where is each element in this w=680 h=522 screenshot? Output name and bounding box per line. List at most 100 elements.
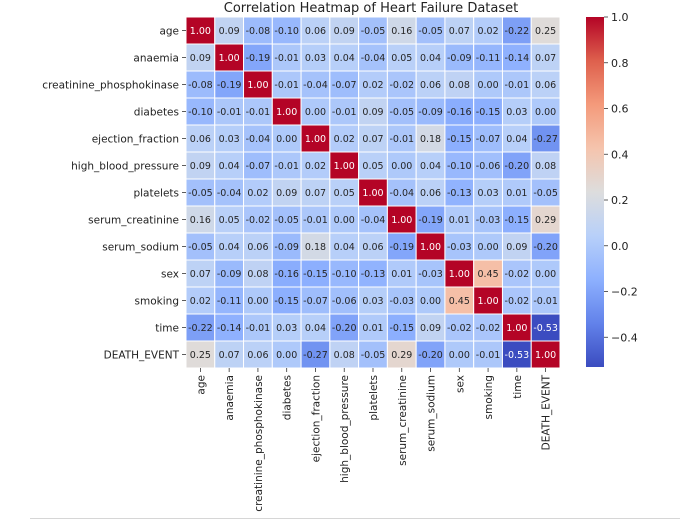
cell-value-label: -0.05: [188, 242, 213, 253]
cell-value-label: -0.01: [274, 53, 299, 64]
cell-value-label: 0.03: [276, 323, 297, 334]
cell-value-label: 0.07: [305, 188, 326, 199]
cell-value-label: 0.09: [219, 26, 240, 37]
cell-value-label: 0.16: [391, 26, 412, 37]
cell-value-label: 0.05: [219, 215, 240, 226]
cell-value-label: -0.02: [447, 323, 472, 334]
heatmap-cell: [444, 340, 475, 369]
x-tick-label: serum_creatinine: [397, 375, 409, 466]
cell-value-label: 1.00: [276, 107, 297, 118]
heatmap-cell: [415, 97, 446, 126]
cell-value-label: -0.01: [505, 80, 530, 91]
cell-value-label: 0.06: [247, 242, 268, 253]
cell-value-label: -0.01: [246, 323, 271, 334]
heatmap-cell: [530, 178, 561, 207]
cell-value-label: 0.07: [449, 26, 470, 37]
cell-value-label: -0.09: [418, 107, 443, 118]
heatmap-cell: [243, 97, 273, 126]
cell-value-label: 0.04: [305, 323, 326, 334]
heatmap-cell: [501, 259, 532, 288]
cell-value-label: -0.20: [505, 161, 530, 172]
cell-value-label: -0.15: [447, 134, 472, 145]
y-tick-label: serum_creatinine: [88, 215, 179, 227]
heatmap-cell: [329, 205, 360, 234]
heatmap-cell: [329, 43, 360, 72]
cell-value-label: -0.01: [274, 80, 299, 91]
heatmap-cell: [271, 340, 302, 369]
heatmap-cell: [415, 259, 446, 288]
heatmap-cell: [214, 286, 245, 315]
heatmap-cell: [501, 97, 532, 126]
heatmap-cell: [501, 340, 532, 369]
cell-value-label: -0.05: [274, 215, 299, 226]
cell-value-label: 1.00: [506, 323, 527, 334]
heatmap-cell: [530, 205, 561, 234]
y-tick-label: platelets: [133, 188, 179, 200]
cell-value-label: 0.00: [477, 80, 498, 91]
heatmap-cell: [271, 178, 302, 207]
heatmap-cell: [501, 124, 532, 153]
cell-value-label: -0.19: [246, 53, 271, 64]
cell-value-label: -0.07: [476, 134, 501, 145]
cell-value-label: -0.14: [505, 53, 530, 64]
x-tick-label: sex: [454, 375, 466, 393]
heatmap-cell: [501, 286, 532, 315]
cell-value-label: 0.07: [190, 269, 211, 280]
cell-value-label: -0.01: [303, 215, 328, 226]
heatmap-cell: [530, 286, 561, 315]
cell-value-label: 0.08: [247, 269, 268, 280]
heatmap-cell: [386, 16, 417, 45]
heatmap-cell: [300, 259, 331, 288]
cell-value-label: 0.00: [305, 107, 326, 118]
heatmap-cell: [358, 205, 388, 234]
heatmap-cell: [243, 178, 273, 207]
cell-value-label: -0.02: [389, 80, 414, 91]
cell-value-label: -0.04: [217, 188, 242, 199]
cell-value-label: 1.00: [334, 161, 355, 172]
cell-value-label: -0.07: [303, 296, 328, 307]
cell-value-label: -0.09: [274, 242, 299, 253]
cell-value-label: 0.04: [420, 53, 441, 64]
cell-value-label: -0.05: [361, 350, 386, 361]
heatmap-cell: [329, 232, 360, 261]
heatmap-cell: [501, 16, 532, 45]
heatmap-cell: [358, 43, 388, 72]
cell-value-label: -0.05: [361, 26, 386, 37]
cell-value-label: 0.03: [305, 53, 326, 64]
cell-value-label: 0.00: [535, 107, 556, 118]
heatmap-cell: [358, 313, 388, 342]
heatmap-cell: [473, 205, 503, 234]
x-tick-label: ejection_fraction: [310, 375, 322, 462]
cell-value-label: 0.05: [362, 161, 383, 172]
cell-value-label: 0.04: [334, 242, 355, 253]
cell-value-label: 0.09: [334, 26, 355, 37]
cell-value-label: 0.18: [420, 134, 441, 145]
cell-value-label: 1.00: [190, 26, 211, 37]
heatmap-cell: [530, 151, 561, 180]
heatmap-cell: [444, 178, 475, 207]
heatmap-cell: [473, 70, 503, 99]
colorbar-tick-label: 0.8: [611, 57, 629, 70]
cell-value-label: 0.09: [420, 323, 441, 334]
heatmap-cell: [530, 43, 561, 72]
cell-value-label: 0.06: [420, 80, 441, 91]
heatmap-cell: [530, 97, 561, 126]
cell-value-label: 0.02: [477, 26, 498, 37]
chart-title: Correlation Heatmap of Heart Failure Dat…: [224, 1, 518, 16]
colorbar: [586, 17, 604, 367]
heatmap-cell: [530, 70, 561, 99]
cell-value-label: -0.10: [447, 161, 472, 172]
x-tick-label: time: [512, 375, 524, 399]
y-tick-label: DEATH_EVENT: [104, 350, 180, 362]
heatmap-cell: [444, 151, 475, 180]
cell-value-label: -0.20: [533, 242, 558, 253]
cell-value-label: 0.45: [449, 296, 470, 307]
x-tick-label: high_blood_pressure: [339, 375, 351, 483]
x-tick-label: diabetes: [282, 375, 294, 420]
y-tick-label: anaemia: [133, 53, 179, 65]
cell-value-label: 0.08: [535, 161, 556, 172]
cell-value-label: -0.15: [303, 269, 328, 280]
heatmap-cell: [214, 124, 245, 153]
heatmap-cell: [300, 205, 331, 234]
